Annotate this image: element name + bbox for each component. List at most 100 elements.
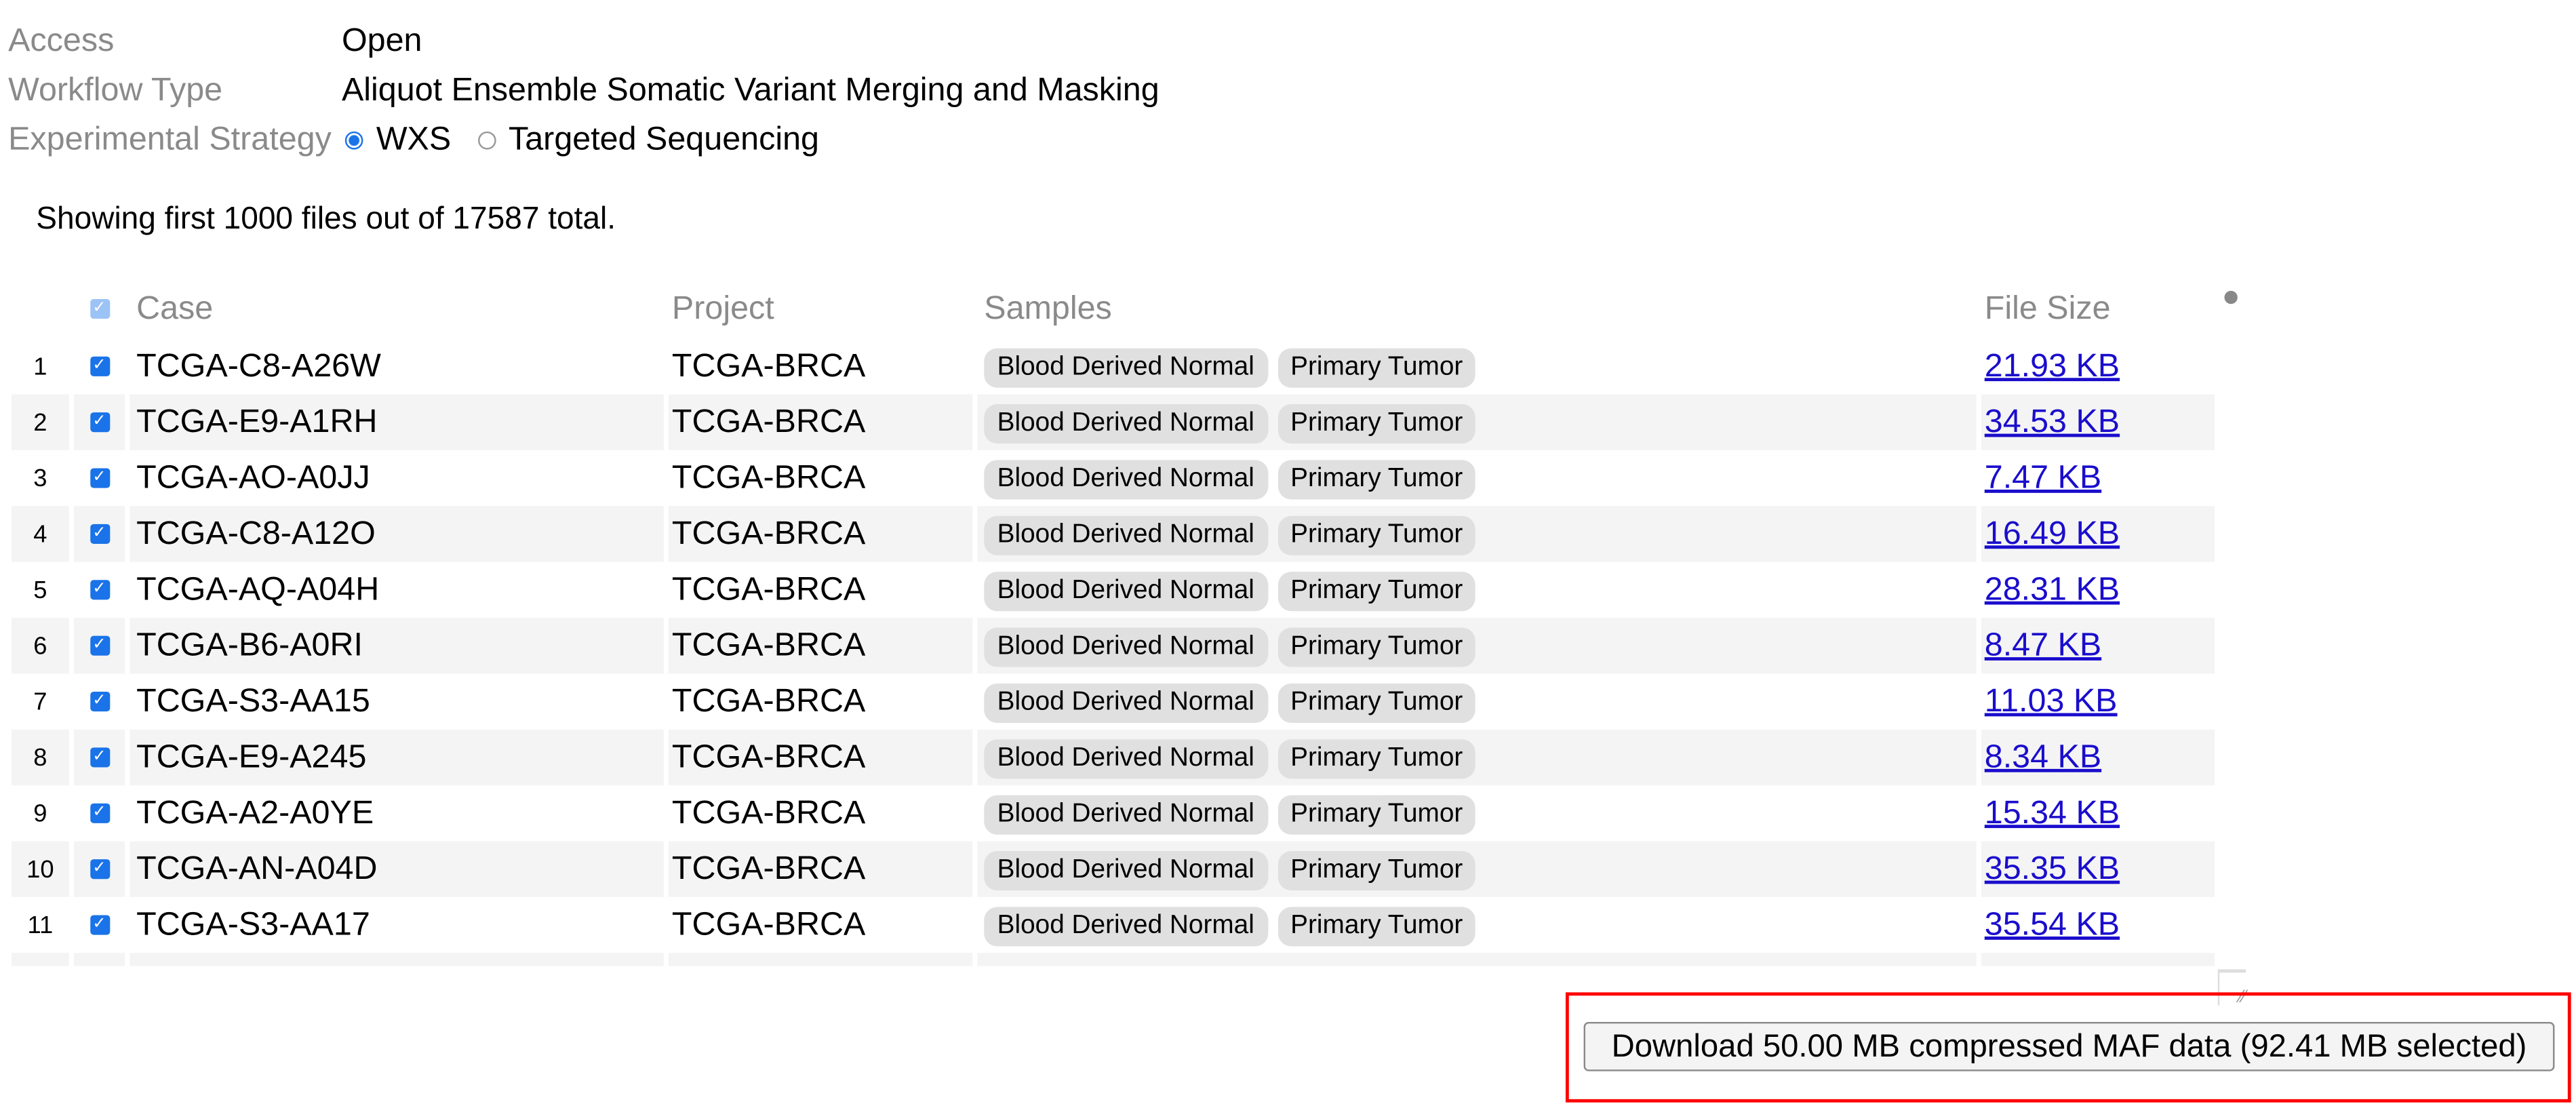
- samples-cell: Blood Derived Normal Primary Tumor: [972, 506, 1979, 562]
- sample-badge: Blood Derived Normal: [984, 627, 1268, 667]
- file-size-link[interactable]: 21.93 KB: [1984, 347, 2120, 384]
- sample-badge: Blood Derived Normal: [984, 738, 1268, 778]
- table-row[interactable]: 2 ✓ TCGA-E9-A1RH TCGA-BRCA Blood Derived…: [6, 394, 2215, 450]
- project-id: TCGA-BRCA: [663, 841, 975, 897]
- sample-badge: Blood Derived Normal: [984, 906, 1268, 946]
- select-cell: ✓: [68, 785, 127, 842]
- table-row[interactable]: 1 ✓ TCGA-C8-A26W TCGA-BRCA Blood Derived…: [6, 338, 2215, 395]
- row-checkbox[interactable]: ✓: [90, 692, 110, 712]
- project-header[interactable]: Project: [663, 279, 975, 339]
- row-checkbox[interactable]: ✓: [90, 469, 110, 489]
- file-size-link[interactable]: 35.35 KB: [1984, 850, 2120, 887]
- row-checkbox[interactable]: ✓: [90, 524, 110, 545]
- row-number: 2: [6, 394, 72, 450]
- file-size-cell: 8.34 KB: [1976, 729, 2215, 786]
- file-size-cell: 21.93 KB: [1976, 338, 2215, 395]
- sample-badge: Primary Tumor: [1277, 459, 1476, 499]
- file-size-link[interactable]: 8.47 KB: [1984, 627, 2102, 663]
- row-checkbox[interactable]: ✓: [90, 580, 110, 600]
- row-number: 9: [6, 785, 72, 842]
- sample-badge: Primary Tumor: [1277, 403, 1476, 443]
- project-id: TCGA-BRCA: [663, 617, 975, 674]
- resize-handle[interactable]: ⁄⁄: [2217, 969, 2246, 1007]
- samples-cell: Blood Derived Normal Primary Tumor: [972, 673, 1979, 730]
- case-header[interactable]: Case: [125, 279, 667, 339]
- row-checkbox[interactable]: ✓: [90, 636, 110, 656]
- table-row[interactable]: 4 ✓ TCGA-C8-A12O TCGA-BRCA Blood Derived…: [6, 506, 2215, 562]
- sample-badge: Blood Derived Normal: [984, 459, 1268, 499]
- table-row[interactable]: 10 ✓ TCGA-AN-A04D TCGA-BRCA Blood Derive…: [6, 841, 2215, 897]
- row-number: 1: [6, 338, 72, 395]
- file-size-cell: 11.03 KB: [1976, 673, 2215, 730]
- download-maf-button[interactable]: Download 50.00 MB compressed MAF data (9…: [1583, 1021, 2555, 1071]
- strategy-radio[interactable]: [344, 130, 363, 149]
- row-checkbox[interactable]: ✓: [90, 412, 110, 433]
- strategy-option-label[interactable]: WXS: [376, 121, 452, 158]
- row-checkbox[interactable]: ✓: [90, 804, 110, 824]
- file-size-header[interactable]: File Size: [1976, 279, 2215, 339]
- row-checkbox[interactable]: ✓: [90, 859, 110, 880]
- case-id: TCGA-E9-A1RH: [125, 394, 667, 450]
- file-size-cell: 35.54 KB: [1976, 896, 2215, 953]
- workflow-label: Workflow Type: [8, 72, 223, 109]
- sample-badge: Primary Tumor: [1277, 627, 1476, 667]
- select-cell: ✓: [68, 673, 127, 730]
- sample-badge: Blood Derived Normal: [984, 515, 1268, 555]
- select-all-checkbox[interactable]: ✓: [90, 299, 110, 319]
- table-row[interactable]: 11 ✓ TCGA-S3-AA17 TCGA-BRCA Blood Derive…: [6, 896, 2215, 953]
- case-id: TCGA-C8-A12O: [125, 506, 667, 562]
- samples-cell: Blood Derived Normal Primary Tumor: [972, 338, 1979, 395]
- sample-badge: Primary Tumor: [1277, 347, 1476, 387]
- row-checkbox[interactable]: ✓: [90, 915, 110, 936]
- file-size-link[interactable]: 16.49 KB: [1984, 515, 2120, 551]
- file-size-link[interactable]: 35.54 KB: [1984, 906, 2120, 943]
- table-header: ✓ Case Project Samples File Size: [6, 279, 2215, 339]
- row-checkbox[interactable]: ✓: [90, 747, 110, 768]
- select-cell: ✓: [68, 394, 127, 450]
- table-row[interactable]: 9 ✓ TCGA-A2-A0YE TCGA-BRCA Blood Derived…: [6, 785, 2215, 842]
- strategy-options: WXS Targeted Sequencing: [342, 120, 842, 159]
- row-number: 11: [6, 896, 72, 953]
- table-row[interactable]: 8 ✓ TCGA-E9-A245 TCGA-BRCA Blood Derived…: [6, 729, 2215, 786]
- project-id: TCGA-BRCA: [663, 394, 975, 450]
- row-number: 4: [6, 506, 72, 562]
- sample-badge: Primary Tumor: [1277, 682, 1476, 722]
- sample-badge: Blood Derived Normal: [984, 850, 1268, 890]
- file-size-link[interactable]: 11.03 KB: [1984, 682, 2118, 719]
- row-number-header: [6, 279, 72, 339]
- select-all-cell: ✓: [68, 279, 127, 339]
- file-size-cell: 28.31 KB: [1976, 561, 2215, 618]
- row-checkbox[interactable]: ✓: [90, 357, 110, 377]
- file-size-link[interactable]: 15.34 KB: [1984, 794, 2120, 831]
- samples-cell: Blood Derived Normal Primary Tumor: [972, 561, 1979, 618]
- table-row[interactable]: 5 ✓ TCGA-AQ-A04H TCGA-BRCA Blood Derived…: [6, 561, 2215, 618]
- select-cell: ✓: [68, 450, 127, 507]
- sample-badge: Primary Tumor: [1277, 738, 1476, 778]
- file-size-link[interactable]: 34.53 KB: [1984, 403, 2120, 440]
- file-size-link[interactable]: 8.34 KB: [1984, 738, 2102, 775]
- row-number: 10: [6, 841, 72, 897]
- table-row[interactable]: 7 ✓ TCGA-S3-AA15 TCGA-BRCA Blood Derived…: [6, 673, 2215, 730]
- select-cell: ✓: [68, 729, 127, 786]
- highlight-box: [1565, 992, 2571, 1103]
- scroll-indicator[interactable]: [2224, 290, 2238, 304]
- strategy-radio[interactable]: [477, 130, 496, 149]
- table-row[interactable]: 6 ✓ TCGA-B6-A0RI TCGA-BRCA Blood Derived…: [6, 617, 2215, 674]
- workflow-value: Aliquot Ensemble Somatic Variant Merging…: [341, 72, 1160, 109]
- file-size-link[interactable]: 28.31 KB: [1984, 570, 2120, 608]
- case-id: TCGA-E9-A245: [125, 729, 667, 786]
- row-number: 5: [6, 561, 72, 618]
- sample-badge: Primary Tumor: [1277, 570, 1476, 611]
- file-count-text: Showing first 1000 files out of 17587 to…: [36, 202, 616, 237]
- file-size-cell: 15.34 KB: [1976, 785, 2215, 842]
- samples-cell: Blood Derived Normal Primary Tumor: [972, 617, 1979, 674]
- case-id: TCGA-B6-A0RI: [125, 617, 667, 674]
- sample-badge: Primary Tumor: [1277, 794, 1476, 834]
- file-size-link[interactable]: 7.47 KB: [1984, 459, 2102, 496]
- table-row[interactable]: 3 ✓ TCGA-AO-A0JJ TCGA-BRCA Blood Derived…: [6, 450, 2215, 507]
- samples-header[interactable]: Samples: [972, 279, 1979, 339]
- strategy-option-label[interactable]: Targeted Sequencing: [509, 121, 820, 158]
- files-table: ✓ Case Project Samples File Size 1 ✓ TCG…: [6, 279, 2215, 966]
- samples-cell: Blood Derived Normal Primary Tumor: [972, 785, 1979, 842]
